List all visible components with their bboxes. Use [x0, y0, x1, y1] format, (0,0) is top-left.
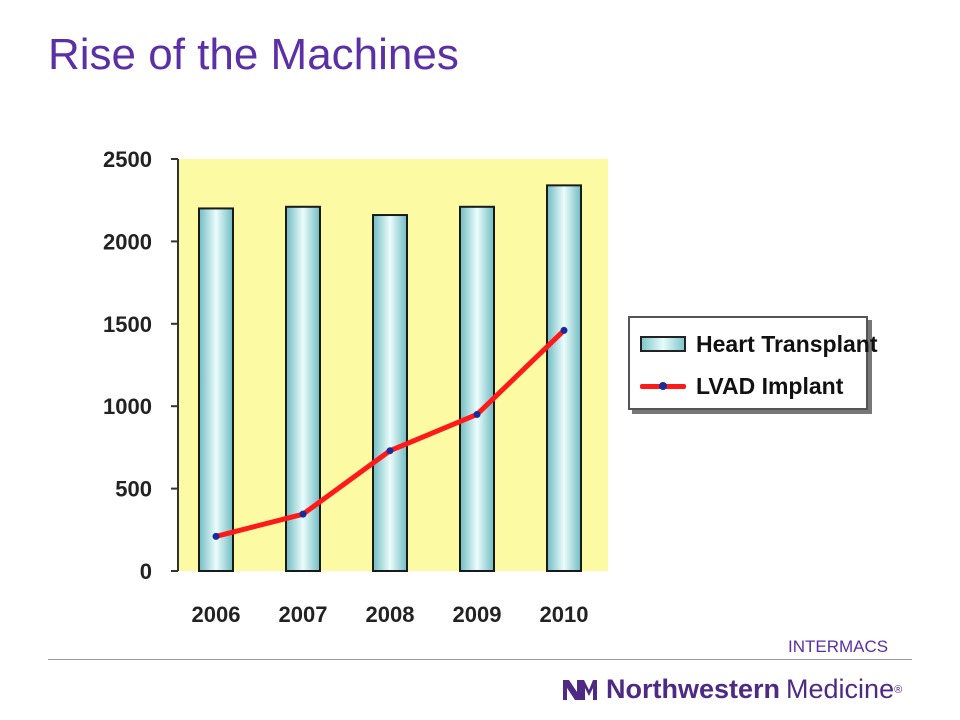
bar-2007	[285, 205, 321, 573]
bar-2006	[198, 207, 234, 572]
legend-item-lvad-implant: LVAD Implant	[640, 368, 843, 404]
legend: Heart Transplant LVAD Implant	[628, 316, 878, 410]
point-2007	[299, 510, 307, 518]
point-2010	[560, 326, 568, 334]
point-2006	[212, 532, 220, 540]
y-tick-label: 500	[115, 477, 152, 502]
bar-2008	[372, 214, 408, 572]
legend-item-heart-transplant: Heart Transplant	[640, 326, 878, 362]
bar-2009	[459, 205, 495, 573]
registered-mark: ®	[894, 683, 903, 696]
x-tick-label: 2006	[192, 602, 241, 627]
x-tick-label: 2008	[366, 602, 415, 627]
legend-label: Heart Transplant	[696, 330, 878, 357]
y-tick-label: 1000	[103, 394, 152, 419]
x-tick-label: 2010	[540, 602, 589, 627]
bar-swatch-icon	[640, 336, 686, 352]
logo-word-medicine: Medicine	[786, 674, 895, 704]
logo-word-northwestern: Northwestern	[606, 674, 781, 704]
point-2008	[386, 447, 394, 455]
x-tick-label: 2009	[453, 602, 502, 627]
nm-logo-icon	[563, 679, 597, 700]
footer-divider	[48, 659, 912, 660]
line-swatch-icon	[640, 378, 686, 394]
legend-label: LVAD Implant	[696, 372, 844, 399]
y-tick-label: 2500	[103, 147, 152, 172]
y-tick-label: 1500	[103, 312, 152, 337]
point-2009	[473, 410, 481, 418]
source-label: INTERMACS	[788, 637, 889, 656]
bar-2010	[546, 184, 582, 572]
slide-title: Rise of the Machines	[48, 30, 459, 79]
y-tick-label: 0	[140, 559, 152, 584]
logo: Northwestern Medicine ®	[562, 674, 902, 705]
x-tick-label: 2007	[279, 602, 328, 627]
y-tick-label: 2000	[103, 229, 152, 254]
